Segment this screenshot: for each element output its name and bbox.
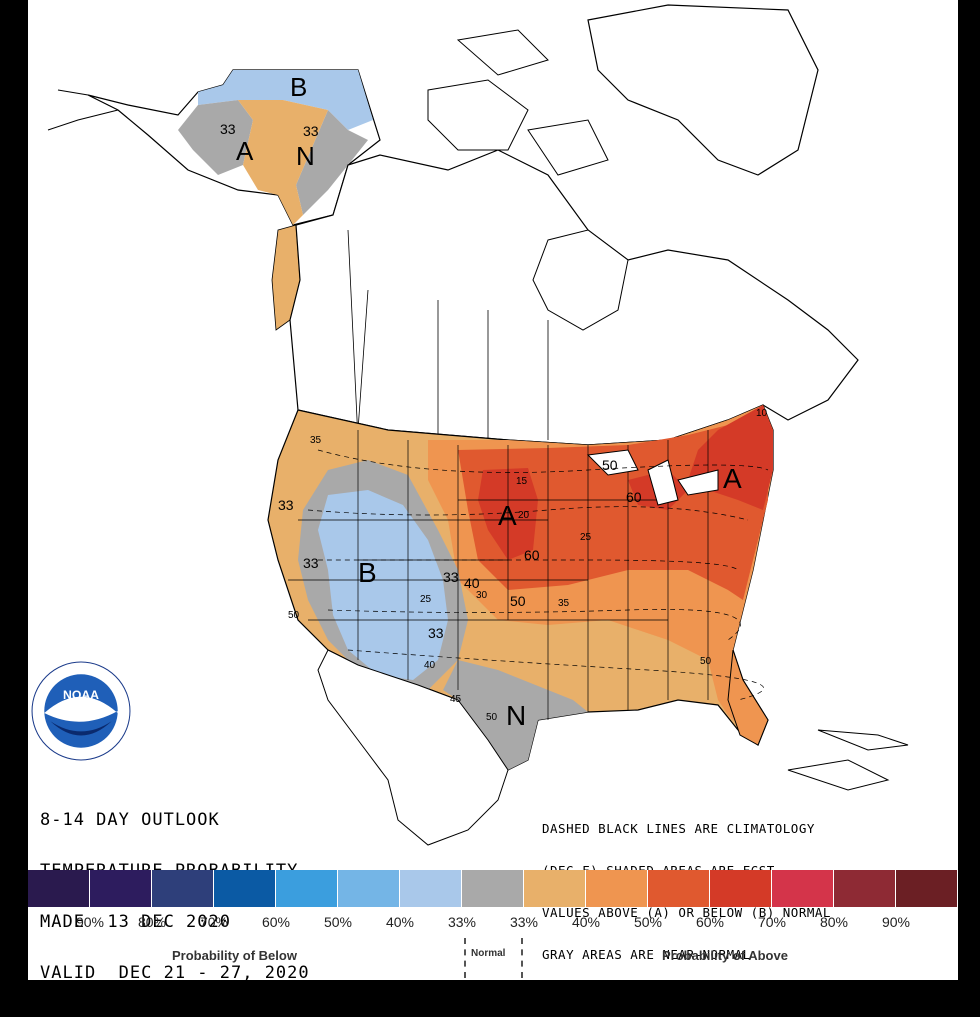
arctic-islands [427,29,609,176]
west-below [318,490,448,680]
legend-swatch [90,870,152,907]
legend-swatch [896,870,958,907]
clim-label: 50 [700,656,712,667]
alaska-above [238,100,328,225]
pct-label: 50 [510,593,526,609]
alaska-a-label: A [236,136,254,166]
legend-swatch [834,870,896,907]
pct-label: 33 [278,497,294,513]
northeast-a-label: A [723,463,742,494]
note-line: GRAY AREAS ARE NEAR-NORMAL [542,947,751,962]
legend-swatch [152,870,214,907]
climatology-lines [307,449,769,701]
clim-label: 20 [518,510,530,521]
normal-divider-left [464,938,466,978]
plains-a-label: A [498,500,517,531]
clim-label: 40 [424,660,436,671]
outlook-panel: B A N B A A N 33 33 33 33 33 33 40 50 60… [28,0,958,983]
below-caption: Probability of Below [172,948,297,963]
florida-mexico [727,649,769,746]
note-line: DASHED BLACK LINES ARE CLIMATOLOGY [542,821,815,836]
mexico-outline [317,649,509,846]
noaa-logo-text: NOAA [63,688,99,702]
clim-label: 10 [756,408,768,419]
legend-swatch [400,870,462,907]
conus-above-60 [458,420,768,600]
legend-swatch [28,870,90,907]
clim-label: 45 [450,694,462,705]
noaa-logo: NOAA [31,661,131,761]
caribbean-islands [787,729,909,791]
clim-label: 35 [558,598,570,609]
legend-swatch [586,870,648,907]
normal-divider-right [521,938,523,978]
pct-label: 33 [428,625,444,641]
legend-percent: 60% [695,914,725,930]
alaska-normal-east [296,110,368,215]
outlook-title: 8-14 DAY OUTLOOK [40,810,220,830]
clim-label: 25 [580,532,592,543]
legend-swatch [710,870,772,907]
clim-label: 35 [310,435,322,446]
pct-label: 60 [626,489,642,505]
legend-swatch [524,870,586,907]
legend-percent: 50% [323,914,353,930]
legend-percent: 80% [137,914,167,930]
pct-label: 50 [602,457,618,473]
legend-percent: 40% [571,914,601,930]
alaska-normal [178,100,253,175]
normal-caption: Normal [471,948,506,959]
outlook-map: B A N B A A N 33 33 33 33 33 33 40 50 60… [47,4,909,846]
clim-label: 50 [486,712,498,723]
probability-legend: 90% 80% 70% 60% 50% 40% 33% 33% 40% 50% 60% 70% 80% 9… [28,870,958,980]
west-b-label: B [358,557,377,588]
texas-normal [443,660,588,770]
legend-swatch [276,870,338,907]
legend-swatch [214,870,276,907]
pct-label: 33 [303,555,319,571]
great-lakes [586,449,719,506]
pct-label: 60 [524,547,540,563]
pct-label: 33 [303,123,319,139]
pct-label: 40 [464,575,480,591]
legend-percent: 33% [509,914,539,930]
hudson-bay [532,229,629,331]
legend-percent: 33% [447,914,477,930]
province-lines [347,229,549,441]
legend-percent: 70% [199,914,229,930]
clim-label: 25 [420,594,432,605]
legend-percent: 40% [385,914,415,930]
legend-swatch [648,870,710,907]
clim-label: 15 [516,476,528,487]
pct-label: 33 [220,121,236,137]
pct-label: 33 [443,569,459,585]
legend-percent: 80% [819,914,849,930]
alaska-b-label: B [290,72,307,102]
legend-swatch [462,870,524,907]
clim-label: 50 [288,610,300,621]
greenland-outline [587,4,819,176]
legend-percent: 90% [75,914,105,930]
alaska-n-label: N [296,141,315,171]
legend-swatch [338,870,400,907]
legend-percent: 90% [881,914,911,930]
above-caption: Probability of Above [662,948,788,963]
legend-percent: 50% [633,914,663,930]
legend-percent: 60% [261,914,291,930]
note-line: VALUES ABOVE (A) OR BELOW (B) NORMAL [542,905,831,920]
texas-n-label: N [506,700,526,731]
alaska-below [198,70,373,130]
valid-dates: VALID DEC 21 - 27, 2020 [40,963,310,983]
clim-label: 30 [476,590,488,601]
legend-percent: 70% [757,914,787,930]
made-date: MADE 13 DEC 2020 [40,912,231,932]
legend-swatch [772,870,834,907]
